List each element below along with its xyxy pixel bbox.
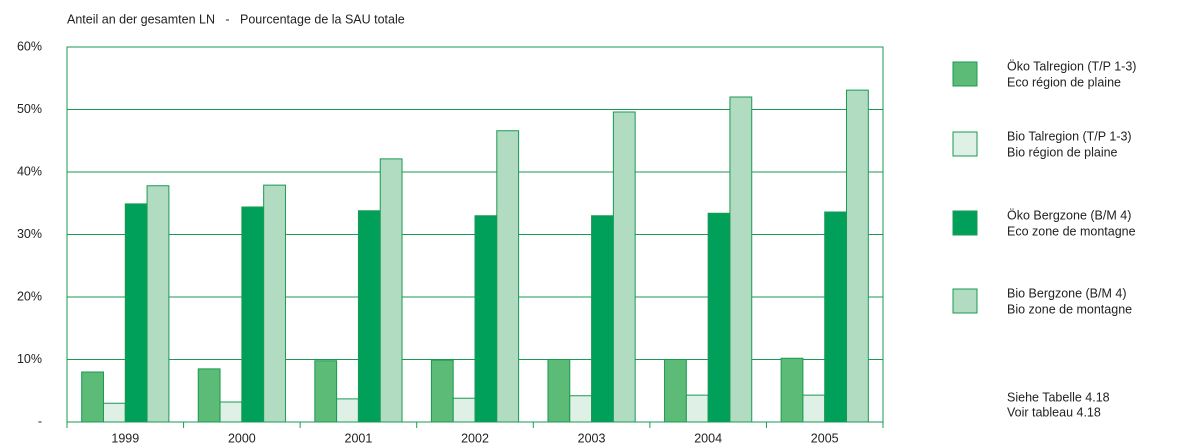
legend-swatch: [952, 61, 978, 87]
x-tick-label: 1999: [111, 431, 139, 445]
y-tick-label: 60%: [17, 39, 42, 53]
y-tick-label: 40%: [17, 164, 42, 178]
x-tick-label: 2004: [694, 431, 722, 445]
bar: [263, 184, 286, 423]
bar: [569, 395, 593, 423]
legend-label: Bio Talregion (T/P 1-3): [1007, 129, 1132, 143]
chart-title: Anteil an der gesamten LN - Pourcentage …: [67, 12, 405, 26]
bar: [612, 111, 636, 423]
bar: [146, 185, 170, 423]
legend-label: Öko Bergzone (B/M 4): [1007, 208, 1131, 222]
y-tick-label: 50%: [17, 102, 42, 116]
bar: [197, 368, 221, 423]
legend-label: Bio Bergzone (B/M 4): [1007, 286, 1127, 300]
bar: [102, 402, 126, 423]
bar: [729, 96, 753, 423]
bar: [496, 130, 520, 423]
bar: [336, 398, 359, 423]
legend-label: Eco région de plaine: [1007, 75, 1121, 89]
legend-swatch: [952, 288, 978, 314]
bar: [241, 206, 265, 423]
bar: [124, 203, 148, 423]
bar: [547, 359, 571, 423]
x-tick-label: 2000: [228, 431, 256, 445]
bar: [846, 89, 869, 423]
bar: [357, 210, 381, 423]
bar: [452, 397, 476, 423]
bar: [314, 360, 338, 423]
legend-swatch: [952, 210, 978, 236]
bar: [474, 215, 498, 423]
legend-swatch: [952, 131, 978, 157]
legend-label: Eco zone de montagne: [1007, 224, 1136, 238]
bar: [664, 359, 687, 423]
x-tick-label: 2002: [461, 431, 489, 445]
y-tick-label: 20%: [17, 289, 42, 303]
bar: [81, 371, 104, 423]
bar: [780, 357, 804, 423]
bar: [379, 158, 403, 423]
bar: [824, 211, 848, 423]
bar: [219, 401, 243, 423]
y-tick-label: 10%: [17, 352, 42, 366]
note: Voir tableau 4.18: [1007, 405, 1101, 419]
x-tick-label: 2003: [578, 431, 606, 445]
x-tick-label: 2005: [811, 431, 839, 445]
note: Siehe Tabelle 4.18: [1007, 390, 1110, 404]
x-tick-label: 2001: [345, 431, 373, 445]
legend-label: Bio zone de montagne: [1007, 302, 1132, 316]
bar: [685, 394, 709, 423]
bar: [591, 215, 614, 423]
bar: [707, 212, 731, 423]
bar: [430, 359, 454, 423]
bar: [802, 394, 826, 423]
y-tick-label: 30%: [17, 227, 42, 241]
legend-label: Öko Talregion (T/P 1-3): [1007, 59, 1136, 73]
legend-label: Bio région de plaine: [1007, 145, 1118, 159]
y-tick-label: -: [38, 414, 42, 428]
